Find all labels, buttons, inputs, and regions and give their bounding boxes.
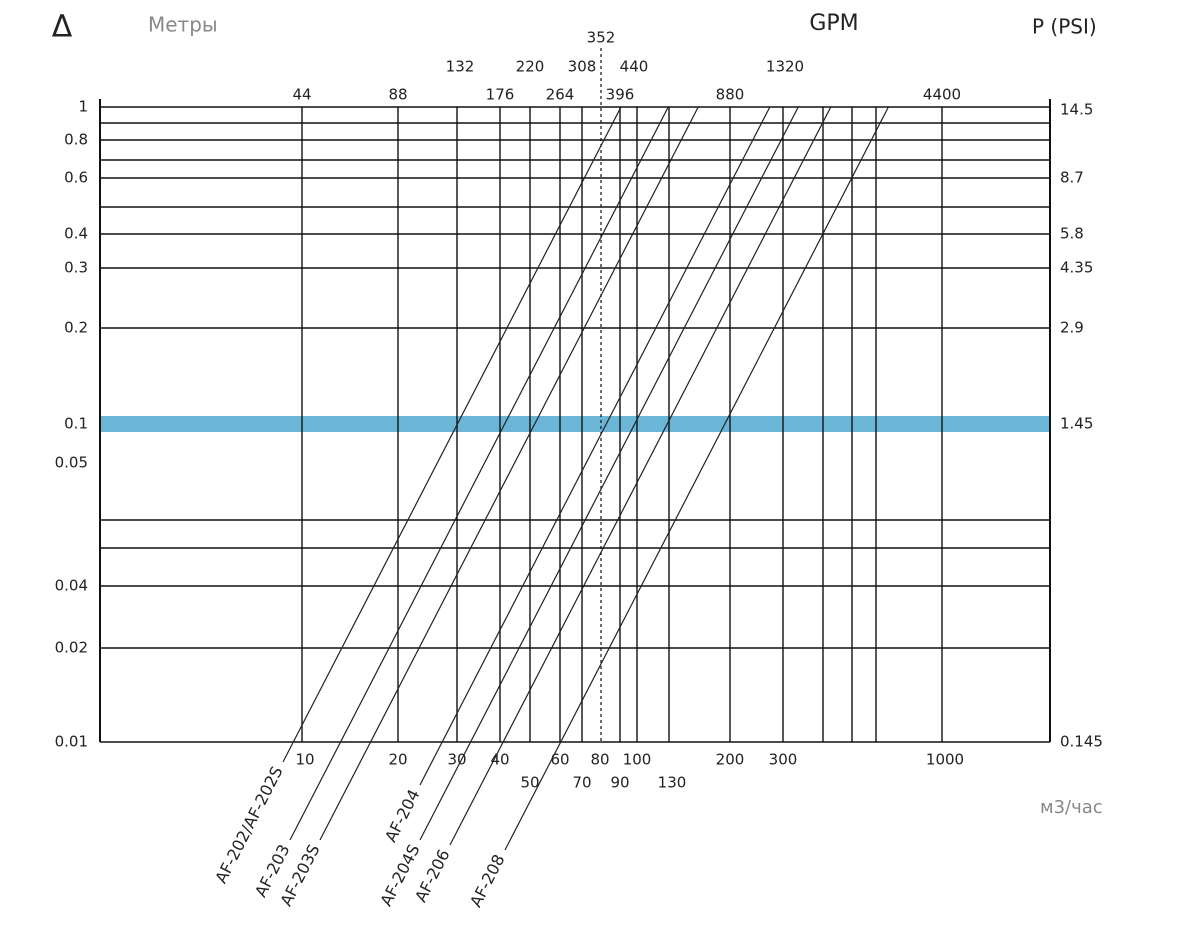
top-unit: GPM (809, 11, 858, 36)
left-tick-label: 0.8 (64, 131, 88, 149)
top-tick-label: 1320 (766, 58, 804, 76)
top-tick-label: 352 (587, 29, 616, 47)
model-label: AF-204 (381, 786, 424, 845)
model-line (289, 106, 669, 841)
bottom-tick-label: 60 (550, 751, 569, 769)
bottom-tick-label: 70 (572, 774, 591, 792)
highlight-band (100, 416, 1050, 432)
right-tick-label: 1.45 (1060, 415, 1093, 433)
bottom-tick-label: 130 (658, 774, 687, 792)
left-tick-label: 0.4 (64, 225, 88, 243)
left-tick-label: 0.2 (64, 319, 88, 337)
model-line (319, 106, 699, 841)
bottom-tick-label: 40 (490, 751, 509, 769)
left-tick-label: 0.3 (64, 259, 88, 277)
top-tick-label: 264 (546, 86, 575, 104)
right-tick-label: 14.5 (1060, 101, 1093, 119)
delta-symbol: Δ (52, 10, 73, 45)
bottom-tick-label: 1000 (926, 751, 964, 769)
bottom-tick-label: 100 (623, 751, 652, 769)
model-line (504, 106, 889, 851)
top-tick-label: 176 (486, 86, 515, 104)
model-label: AF-208 (466, 851, 509, 910)
left-tick-label: 0.6 (64, 169, 88, 187)
bottom-tick-label: 200 (716, 751, 745, 769)
left-tick-label: 0.04 (55, 577, 88, 595)
right-tick-label: 2.9 (1060, 319, 1084, 337)
model-line (419, 106, 771, 786)
left-tick-label: 0.05 (55, 454, 88, 472)
bottom-tick-label: 50 (520, 774, 539, 792)
bottom-tick-label: 300 (769, 751, 798, 769)
bottom-tick-label: 90 (610, 774, 629, 792)
bottom-tick-label: 30 (447, 751, 466, 769)
top-tick-label: 308 (568, 58, 597, 76)
right-tick-label: 8.7 (1060, 169, 1084, 187)
left-tick-label: 0.02 (55, 639, 88, 657)
top-tick-label: 132 (446, 58, 475, 76)
top-tick-label: 880 (716, 86, 745, 104)
left-tick-label: 0.1 (64, 415, 88, 433)
bottom-tick-label: 10 (295, 751, 314, 769)
left-tick-label: 1 (78, 98, 88, 116)
left-unit: Метры (148, 13, 218, 37)
bottom-unit: м3/час (1040, 797, 1103, 818)
bottom-tick-label: 80 (590, 751, 609, 769)
right-unit: P (PSI) (1032, 15, 1097, 39)
top-tick-label: 44 (292, 86, 311, 104)
model-line (419, 106, 799, 841)
top-tick-label: 396 (606, 86, 635, 104)
top-tick-label: 220 (516, 58, 545, 76)
top-tick-label: 440 (620, 58, 649, 76)
right-tick-label: 4.35 (1060, 259, 1093, 277)
model-line (282, 106, 622, 763)
right-tick-label: 0.145 (1060, 733, 1103, 751)
top-tick-label: 4400 (923, 86, 961, 104)
model-line (449, 106, 832, 846)
left-tick-label: 0.01 (55, 733, 88, 751)
right-tick-label: 5.8 (1060, 225, 1084, 243)
bottom-tick-label: 20 (388, 751, 407, 769)
top-tick-label: 88 (388, 86, 407, 104)
